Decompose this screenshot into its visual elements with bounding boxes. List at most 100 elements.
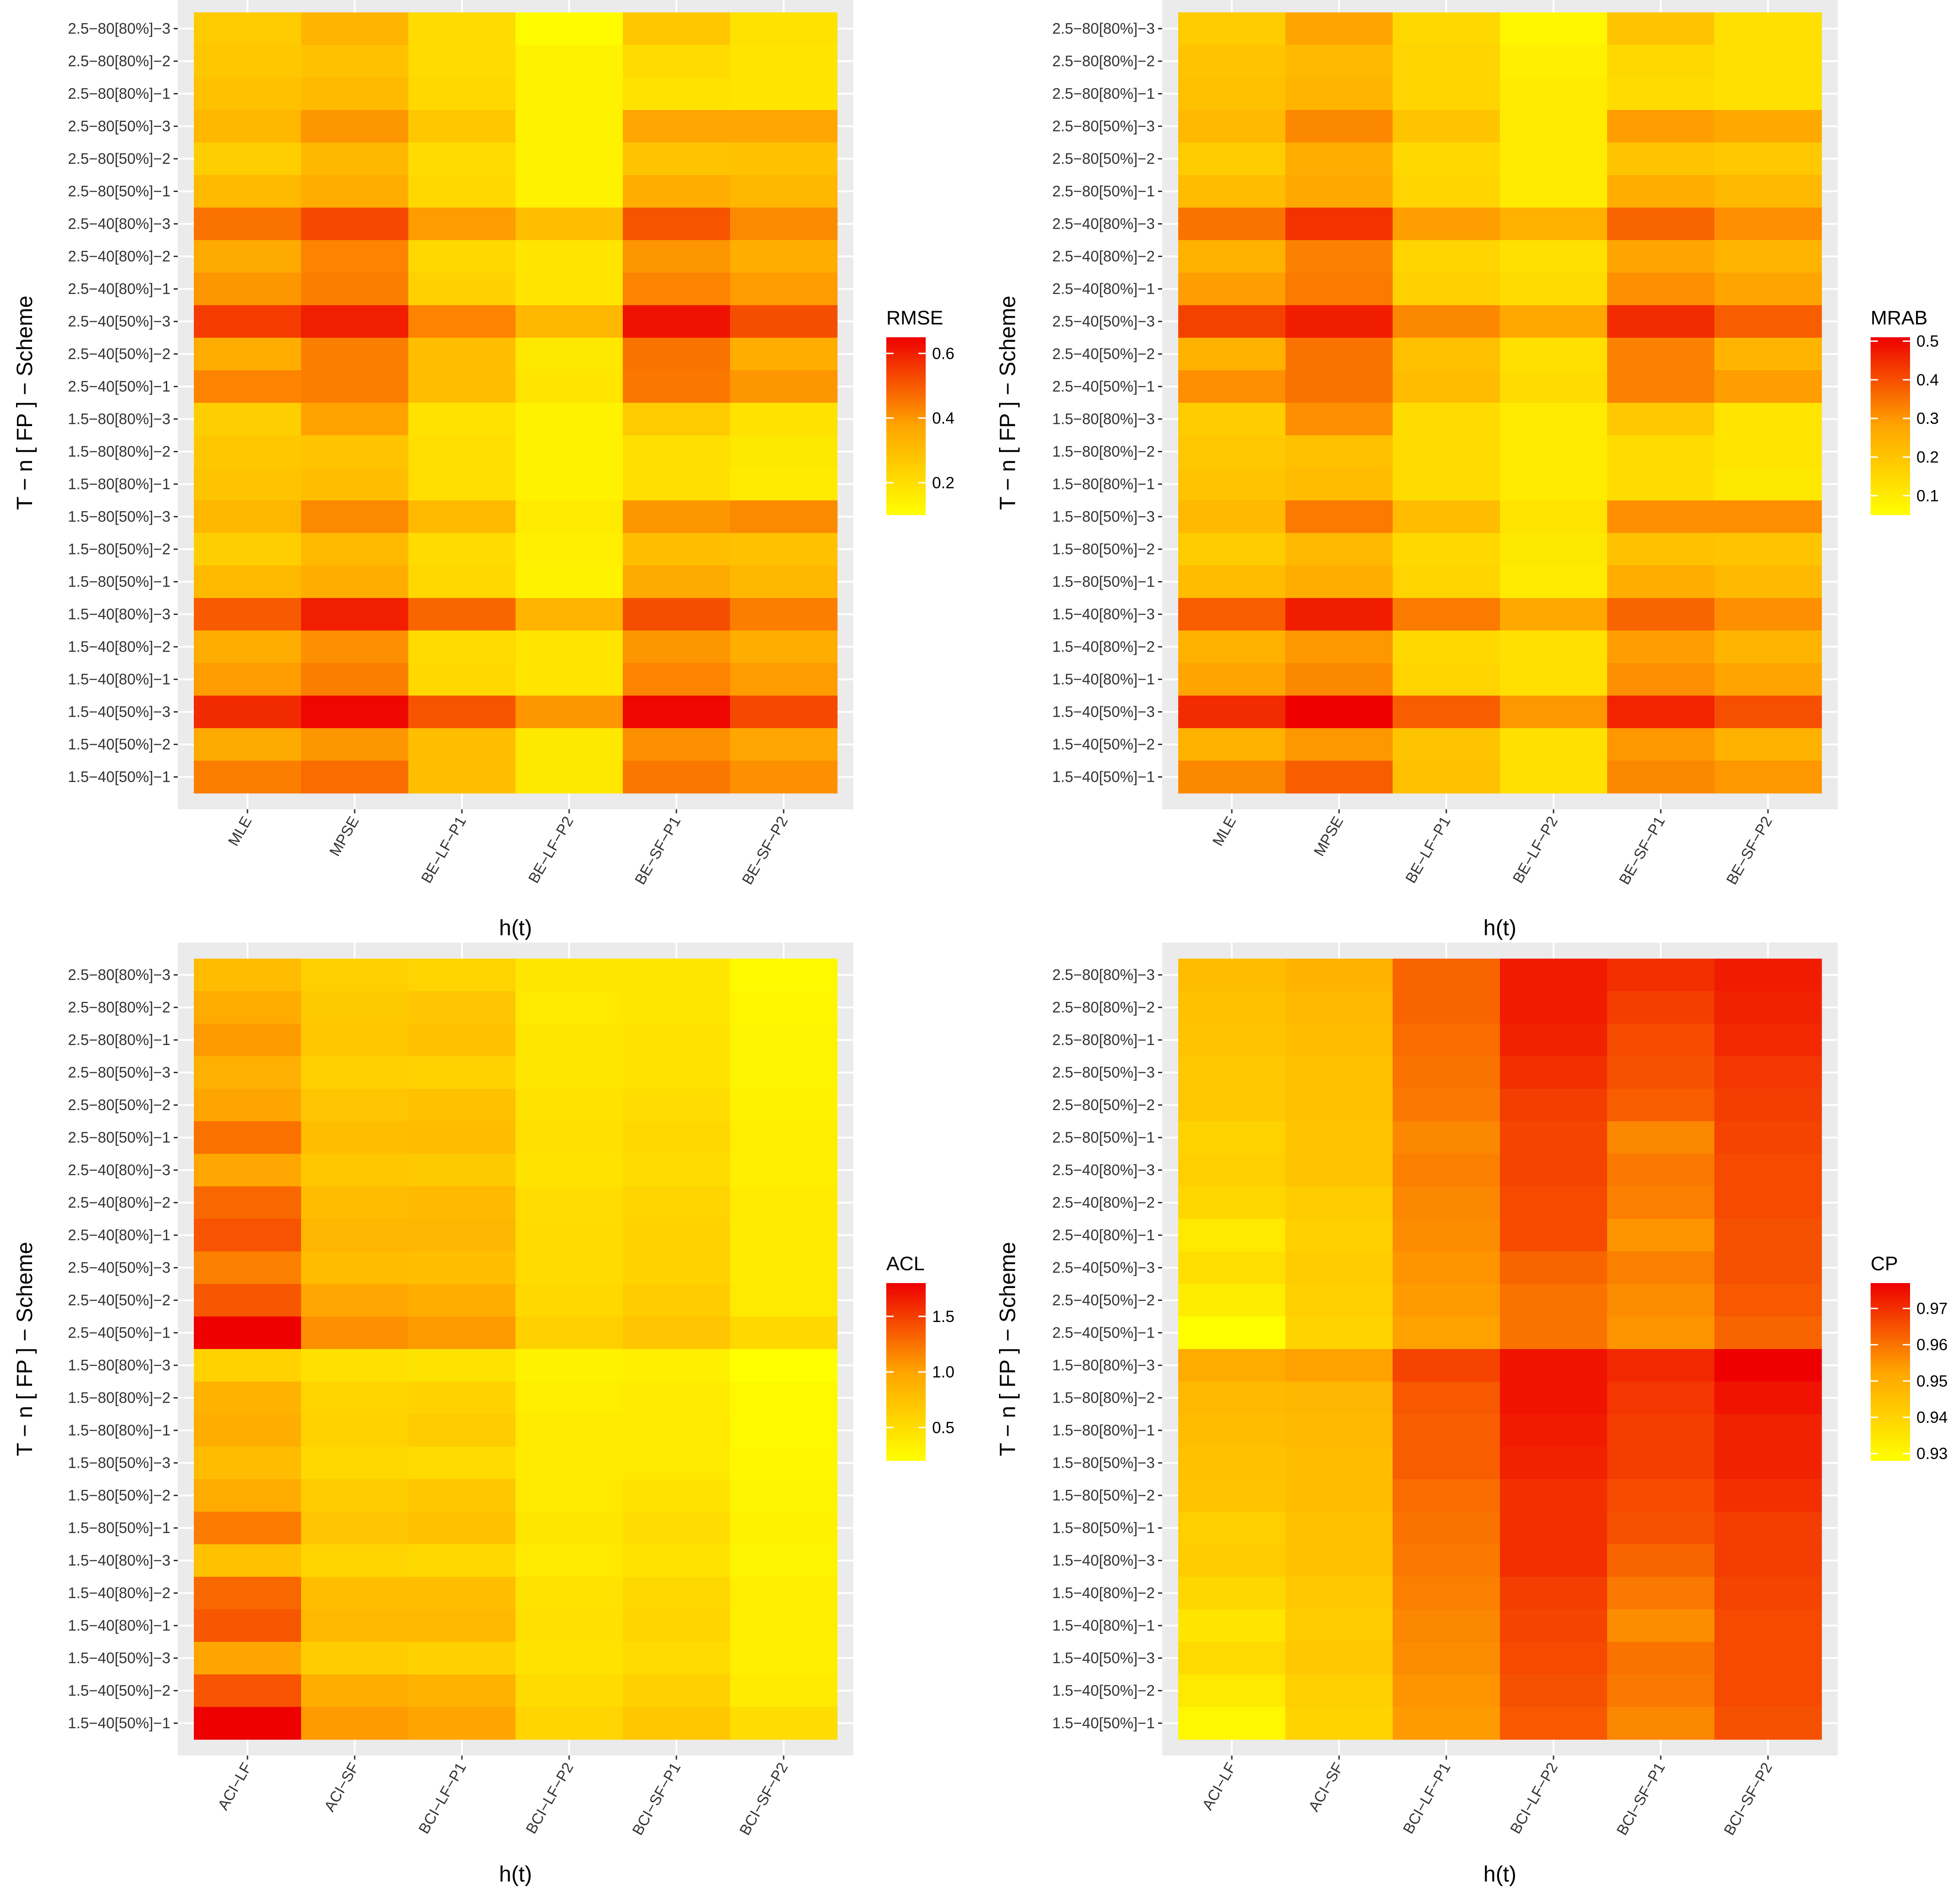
- heatmap-cell: 1.5−80[50%]−3 / BE−SF−P1: 0.4: [623, 500, 730, 533]
- x-tick-label: BE−LF−P1: [417, 813, 469, 886]
- y-tick-label: 1.5−40[50%]−3: [68, 703, 170, 720]
- heatmap-cell: 2.5−80[80%]−1 / BCI−SF−P2: 0.971: [1714, 1024, 1822, 1057]
- legend: CP 0.93 0.94 0.95 0.96 0.97: [1871, 1253, 1948, 1463]
- heatmap-cell: 2.5−80[50%]−1 / BE−LF−P2: 0.1: [1500, 175, 1608, 208]
- y-tick-label: 2.5−80[80%]−3: [68, 20, 170, 37]
- y-tick-label: 2.5−40[80%]−1: [1052, 280, 1155, 297]
- heatmap-cell: 1.5−80[80%]−2 / ACI−LF: 0.88: [194, 1382, 302, 1415]
- y-tick-label: 1.5−80[50%]−1: [68, 1519, 170, 1536]
- heatmap-cell: 2.5−80[80%]−3 / ACI−SF: 0.949: [1285, 959, 1393, 992]
- heatmap-cell: 2.5−40[50%]−3 / BCI−LF−P2: 0.52: [516, 1251, 623, 1284]
- heatmap-cell: 2.5−40[50%]−3 / BE−SF−P1: 0.45: [1607, 305, 1715, 338]
- heatmap-cell: 1.5−40[50%]−1 / ACI−SF: 0.94: [1285, 1707, 1393, 1740]
- y-tick-label: 2.5−40[50%]−3: [1052, 1259, 1155, 1276]
- heatmap-cell: 1.5−40[50%]−3 / ACI−SF: 0.943: [1285, 1642, 1393, 1675]
- heatmap-cell: 2.5−40[50%]−1 / BCI−SF−P2: 0.55: [730, 1317, 838, 1349]
- heatmap-cell: 1.5−40[80%]−2 / ACI−LF: 0.939: [1178, 1577, 1286, 1610]
- heatmap-cell: 1.5−40[50%]−2 / BCI−SF−P1: 0.959: [1607, 1674, 1715, 1707]
- heatmap-cell: 1.5−40[80%]−2 / BCI−SF−P1: 0.959: [1607, 1577, 1715, 1610]
- heatmap-cell: 2.5−80[80%]−2 / ACI−LF: 0.945: [1178, 991, 1286, 1024]
- heatmap-cell: 1.5−40[50%]−1 / BCI−LF−P2: 0.964: [1500, 1707, 1608, 1740]
- heatmap-cell: 1.5−40[80%]−1 / ACI−SF: 0.942: [1285, 1609, 1393, 1642]
- legend-tick-label: 0.93: [1916, 1445, 1948, 1463]
- x-tick-label: BE−LF−P2: [525, 813, 576, 886]
- heatmap-cell: 2.5−40[50%]−1 / MPSE: 0.44: [301, 370, 409, 403]
- heatmap-cell: 2.5−80[80%]−1 / BCI−SF−P1: 0.966: [1607, 1024, 1715, 1057]
- heatmap-cell: 2.5−40[80%]−2 / BCI−SF−P2: 0.38: [730, 1186, 838, 1219]
- heatmap-cell: 1.5−40[80%]−2 / MLE: 0.25: [1178, 631, 1286, 664]
- heatmap-cell: 2.5−80[50%]−2 / ACI−LF: 0.943: [1178, 1089, 1286, 1122]
- heatmap-cell: 1.5−80[80%]−1 / ACI−LF: 0.92: [194, 1414, 302, 1447]
- heatmap-cell: 2.5−80[50%]−3 / BCI−SF−P1: 0.965: [1607, 1056, 1715, 1089]
- heatmap-cell: 1.5−80[50%]−3 / BE−LF−P2: 0.12: [1500, 500, 1608, 533]
- heatmap-cell: 1.5−80[50%]−1 / ACI−SF: 0.945: [1285, 1512, 1393, 1545]
- heatmap-cell: 2.5−40[80%]−2 / ACI−SF: 0.942: [1285, 1186, 1393, 1219]
- heatmap-cell: 1.5−40[80%]−3 / BE−LF−P2: 0.27: [1500, 598, 1608, 631]
- legend-title: MRAB: [1871, 307, 1927, 329]
- heatmap-cell: 1.5−80[50%]−1 / BE−SF−P2: 0.32: [730, 565, 838, 598]
- heatmap-cell: 2.5−80[80%]−1 / BCI−LF−P2: 0.42: [516, 1024, 623, 1057]
- heatmap-cell: 2.5−80[50%]−1 / BE−SF−P1: 0.35: [623, 175, 730, 208]
- heatmap-cell: 1.5−80[50%]−1 / MPSE: 0.35: [301, 565, 409, 598]
- heatmap-cell: 1.5−80[50%]−2 / ACI−LF: 0.944: [1178, 1479, 1286, 1512]
- heatmap-panel-acl: 2.5−80[80%]−3 / ACI−LF: 0.82.5−80[80%]−3…: [13, 943, 955, 1887]
- heatmap-cell: 1.5−80[80%]−2 / ACI−SF: 0.948: [1285, 1382, 1393, 1415]
- y-tick-label: 1.5−40[80%]−3: [68, 606, 170, 623]
- heatmap-cell: 2.5−80[50%]−3 / BE−SF−P1: 0.37: [623, 110, 730, 143]
- heatmap-cell: 2.5−40[50%]−1 / BCI−LF−P2: 0.96: [1500, 1317, 1608, 1349]
- heatmap-cell: 1.5−40[80%]−1 / MPSE: 0.44: [301, 663, 409, 696]
- heatmap-cell: 1.5−80[80%]−3 / BCI−SF−P1: 0.33: [623, 1349, 730, 1382]
- x-tick-label: BE−LF−P1: [1402, 813, 1454, 886]
- y-tick-label: 2.5−80[50%]−2: [1052, 1097, 1155, 1114]
- heatmap-cell: 2.5−80[50%]−3 / BE−LF−P1: 0.27: [408, 110, 516, 143]
- heatmap-panel-mrab: 2.5−80[80%]−3 / MLE: 0.182.5−80[80%]−3 /…: [996, 0, 1939, 940]
- heatmap-cell: 2.5−80[50%]−3 / BCI−LF−P1: 0.96: [1393, 1056, 1500, 1089]
- y-tick-label: 2.5−40[50%]−1: [68, 1324, 170, 1341]
- heatmap-cell: 1.5−40[50%]−1 / BE−LF−P1: 0.3: [408, 761, 516, 794]
- y-tick-label: 2.5−40[80%]−2: [68, 1194, 170, 1211]
- x-tick-label: BCI−SF−P1: [1613, 1760, 1668, 1838]
- y-tick-label: 1.5−80[50%]−2: [68, 541, 170, 558]
- x-tick-label: MLE: [225, 813, 255, 849]
- x-tick-label: MLE: [1209, 813, 1239, 849]
- heatmap-cell: 2.5−40[80%]−1 / MLE: 0.4: [194, 273, 302, 306]
- heatmap-cell: 1.5−80[80%]−1 / BCI−SF−P2: 0.25: [730, 1414, 838, 1447]
- y-tick-label: 2.5−80[50%]−1: [1052, 183, 1155, 200]
- heatmap-cell: 2.5−80[50%]−1 / ACI−SF: 0.78: [301, 1121, 409, 1154]
- x-tick-label: MPSE: [326, 813, 362, 859]
- x-tick-label: ACI−LF: [1199, 1760, 1239, 1813]
- heatmap-cell: 2.5−80[80%]−1 / MLE: 0.29: [194, 77, 302, 110]
- y-tick-label: 2.5−80[50%]−3: [1052, 1064, 1155, 1081]
- heatmap-cell: 1.5−80[50%]−1 / BCI−SF−P1: 0.965: [1607, 1512, 1715, 1545]
- y-tick-label: 1.5−80[50%]−3: [1052, 508, 1155, 525]
- heatmap-cell: 1.5−80[50%]−2 / MPSE: 0.31: [301, 533, 409, 566]
- heatmap-cell: 1.5−40[80%]−3 / BE−SF−P2: 0.44: [730, 598, 838, 631]
- heatmap-cell: 1.5−80[50%]−1 / ACI−SF: 0.72: [301, 1512, 409, 1545]
- y-axis-title: T − n [ FP ] − Scheme: [13, 296, 37, 510]
- heatmap-cell: 2.5−40[50%]−3 / BCI−LF−P2: 0.962: [1500, 1251, 1608, 1284]
- y-tick-label: 1.5−80[80%]−1: [1052, 1422, 1155, 1439]
- heatmap-cell: 1.5−40[50%]−1 / MPSE: 0.38: [1285, 761, 1393, 794]
- y-tick-label: 1.5−40[80%]−2: [68, 1585, 170, 1602]
- heatmap-cell: 1.5−40[80%]−3 / ACI−LF: 0.942: [1178, 1544, 1286, 1577]
- legend-tick-label: 0.94: [1916, 1409, 1948, 1426]
- heatmap-cell: 2.5−40[50%]−3 / BE−LF−P1: 0.32: [1393, 305, 1500, 338]
- heatmap-cell: 1.5−80[50%]−2 / BE−LF−P1: 0.21: [408, 533, 516, 566]
- heatmap-cell: 1.5−80[80%]−3 / MLE: 0.25: [194, 403, 302, 436]
- heatmap-cell: 1.5−40[50%]−1 / BCI−LF−P1: 1: [408, 1707, 516, 1740]
- heatmap-cell: 2.5−80[80%]−3 / BCI−SF−P1: 0.97: [1607, 959, 1715, 992]
- heatmap-cell: 2.5−80[50%]−3 / BE−LF−P1: 0.2: [1393, 110, 1500, 143]
- heatmap-cell: 1.5−80[80%]−1 / MLE: 0.2: [1178, 468, 1286, 501]
- heatmap-cell: 2.5−40[50%]−1 / BCI−SF−P1: 0.72: [623, 1317, 730, 1349]
- heatmap-cell: 1.5−40[80%]−3 / BE−SF−P2: 0.31: [1714, 598, 1822, 631]
- heatmap-cell: 2.5−40[80%]−3 / ACI−SF: 0.7: [301, 1154, 409, 1187]
- heatmap-cell: 1.5−40[80%]−3 / ACI−SF: 0.945: [1285, 1544, 1393, 1577]
- heatmap-cell: 2.5−80[80%]−3 / BCI−SF−P2: 0.25: [730, 959, 838, 992]
- heatmap-cell: 2.5−40[80%]−1 / ACI−SF: 0.85: [301, 1219, 409, 1252]
- x-tick-label: ACI−SF: [1305, 1760, 1346, 1814]
- heatmap-cell: 1.5−40[50%]−1 / BE−LF−P1: 0.21: [1393, 761, 1500, 794]
- heatmap-cell: 2.5−80[80%]−3 / BCI−SF−P2: 0.973: [1714, 959, 1822, 992]
- heatmap-cell: 2.5−40[80%]−3 / ACI−LF: 0.98: [194, 1154, 302, 1187]
- heatmap-cell: 1.5−40[80%]−1 / BCI−LF−P2: 0.48: [516, 1609, 623, 1642]
- heatmap-cell: 1.5−40[50%]−3 / ACI−LF: 1: [194, 1642, 302, 1675]
